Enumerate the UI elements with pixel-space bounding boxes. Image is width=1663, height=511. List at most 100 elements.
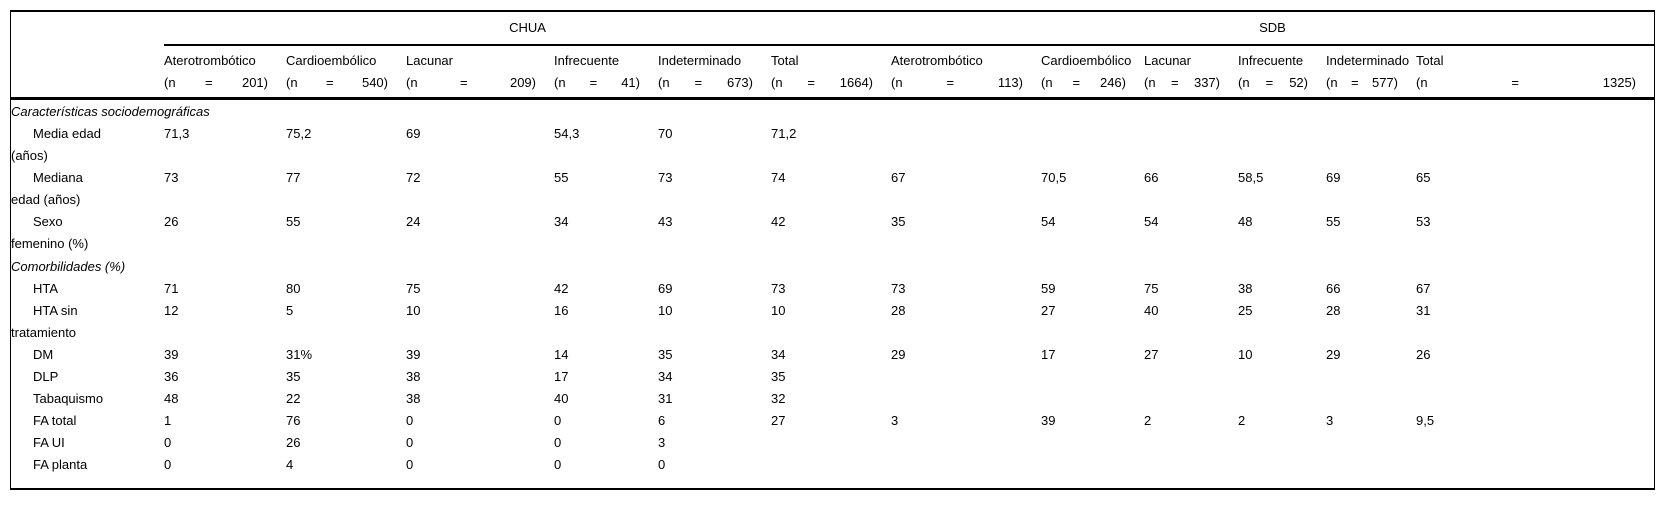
cell-value: 55 xyxy=(286,214,301,229)
cell-value: 73 xyxy=(164,170,179,185)
cell-value xyxy=(1326,388,1416,410)
cell-value xyxy=(891,454,1041,476)
group-header-sdb: SDB xyxy=(891,12,1654,46)
cell-value xyxy=(1238,432,1326,454)
column-header: Lacunar (n = 337) xyxy=(1144,45,1238,100)
cell-value: 54,3 xyxy=(554,126,580,141)
cell-value xyxy=(1041,454,1144,476)
column-n-count: (n = 201) xyxy=(164,75,268,90)
section-row: Características sociodemográficas xyxy=(11,99,1654,124)
cell-value: 48 xyxy=(1238,214,1253,229)
cell-value: 71 xyxy=(164,281,179,296)
cell-value: 3 xyxy=(658,435,666,450)
cell-value xyxy=(1144,366,1238,388)
table-row: Mediana edad (años) 73 77 72 55 73 74 67 70,5 66 5… xyxy=(11,167,1654,211)
cell-value: 38 xyxy=(1238,281,1253,296)
cell-value xyxy=(1041,366,1144,388)
cell-value: 22 xyxy=(286,391,301,406)
cell-value: 55 xyxy=(1326,214,1341,229)
cell-value: 17 xyxy=(554,369,569,384)
cell-value: 74 xyxy=(771,170,786,185)
table-row: FA total 1 76 0 0 6 27 3 39 2 2 3 9,5 xyxy=(11,410,1654,432)
cell-value: 76 xyxy=(286,413,301,428)
cell-value xyxy=(1416,454,1654,476)
table-body: Características sociodemográficas Media e… xyxy=(11,99,1654,477)
cell-value: 34 xyxy=(771,347,786,362)
column-name: Total xyxy=(1416,53,1444,68)
column-header: Infrecuente (n = 52) xyxy=(1238,45,1326,100)
cell-value: 31 xyxy=(1416,303,1431,318)
cell-value: 0 xyxy=(554,457,562,472)
cell-value: 10 xyxy=(406,303,421,318)
cell-value xyxy=(1326,454,1416,476)
cell-value: 2 xyxy=(1238,413,1246,428)
cell-value xyxy=(1326,432,1416,454)
cell-value: 14 xyxy=(554,347,569,362)
column-n-count: (n = 113) xyxy=(891,75,1023,90)
cell-value: 73 xyxy=(658,170,673,185)
cell-value xyxy=(1041,432,1144,454)
column-header: Indeterminado (n = 673) xyxy=(658,45,771,100)
row-label: DLP xyxy=(33,369,59,384)
table-row: DM 39 31% 39 14 35 34 29 17 27 10 29 26 xyxy=(11,344,1654,366)
cell-value: 73 xyxy=(771,281,786,296)
cell-value xyxy=(1041,388,1144,410)
cell-value: 10 xyxy=(1238,347,1253,362)
cell-value xyxy=(1238,123,1326,167)
cell-value xyxy=(771,454,891,476)
cell-value: 48 xyxy=(164,391,179,406)
table-row: FA UI 0 26 0 0 3 xyxy=(11,432,1654,454)
column-name: Cardioembólico xyxy=(1041,53,1132,68)
cell-value: 5 xyxy=(286,303,294,318)
cell-value: 38 xyxy=(406,369,421,384)
column-n-count: (n = 337) xyxy=(1144,75,1220,90)
cell-value: 0 xyxy=(554,413,562,428)
cell-value xyxy=(1326,123,1416,167)
cell-value: 66 xyxy=(1144,170,1159,185)
cell-value xyxy=(1326,366,1416,388)
table-row: HTA 71 80 75 42 69 73 73 59 75 38 66 67 xyxy=(11,278,1654,300)
cell-value xyxy=(1238,366,1326,388)
column-header: Indeterminado (n = 577) xyxy=(1326,45,1416,100)
cell-value: 26 xyxy=(1416,347,1431,362)
column-n-count: (n = 1325) xyxy=(1416,75,1636,90)
column-header: Total (n = 1664) xyxy=(771,45,891,100)
cell-value: 16 xyxy=(554,303,569,318)
cell-value: 29 xyxy=(891,347,906,362)
cell-value: 35 xyxy=(891,214,906,229)
column-header-row: Aterotrombótico (n = 201) Cardioembólico (n… xyxy=(11,45,1654,100)
cell-value: 10 xyxy=(771,303,786,318)
cell-value: 0 xyxy=(164,457,172,472)
row-label: Mediana edad (años) xyxy=(11,170,83,207)
table-row: Sexo femenino (%) 26 55 24 34 43 42 35 54 54 48 55 5… xyxy=(11,211,1654,255)
cell-value: 31 xyxy=(658,391,673,406)
cell-value: 58,5 xyxy=(1238,170,1264,185)
cell-value xyxy=(1416,388,1654,410)
column-n-count: (n = 52) xyxy=(1238,75,1308,90)
cell-value: 70 xyxy=(658,126,673,141)
cell-value: 2 xyxy=(1144,413,1152,428)
cell-value: 25 xyxy=(1238,303,1253,318)
row-label: DM xyxy=(33,347,54,362)
column-n-count: (n = 673) xyxy=(658,75,753,90)
cell-value: 39 xyxy=(164,347,179,362)
cell-value xyxy=(891,366,1041,388)
row-label: Media edad (años) xyxy=(11,126,101,163)
cell-value: 40 xyxy=(1144,303,1159,318)
cell-value: 27 xyxy=(1144,347,1159,362)
corner-empty-cell xyxy=(11,45,164,100)
column-header: Cardioembólico (n = 540) xyxy=(286,45,406,100)
column-header: Cardioembólico (n = 246) xyxy=(1041,45,1144,100)
table-row: FA planta 0 4 0 0 0 xyxy=(11,454,1654,476)
cell-value xyxy=(1144,123,1238,167)
corner-empty-cell xyxy=(11,12,164,45)
column-name: Infrecuente xyxy=(1238,53,1304,68)
cell-value xyxy=(1144,388,1238,410)
cell-value: 70,5 xyxy=(1041,170,1067,185)
cell-value: 71,2 xyxy=(771,126,797,141)
cell-value: 35 xyxy=(658,347,673,362)
cell-value: 28 xyxy=(1326,303,1341,318)
cell-value: 29 xyxy=(1326,347,1341,362)
cell-value: 40 xyxy=(554,391,569,406)
cell-value: 0 xyxy=(554,435,562,450)
